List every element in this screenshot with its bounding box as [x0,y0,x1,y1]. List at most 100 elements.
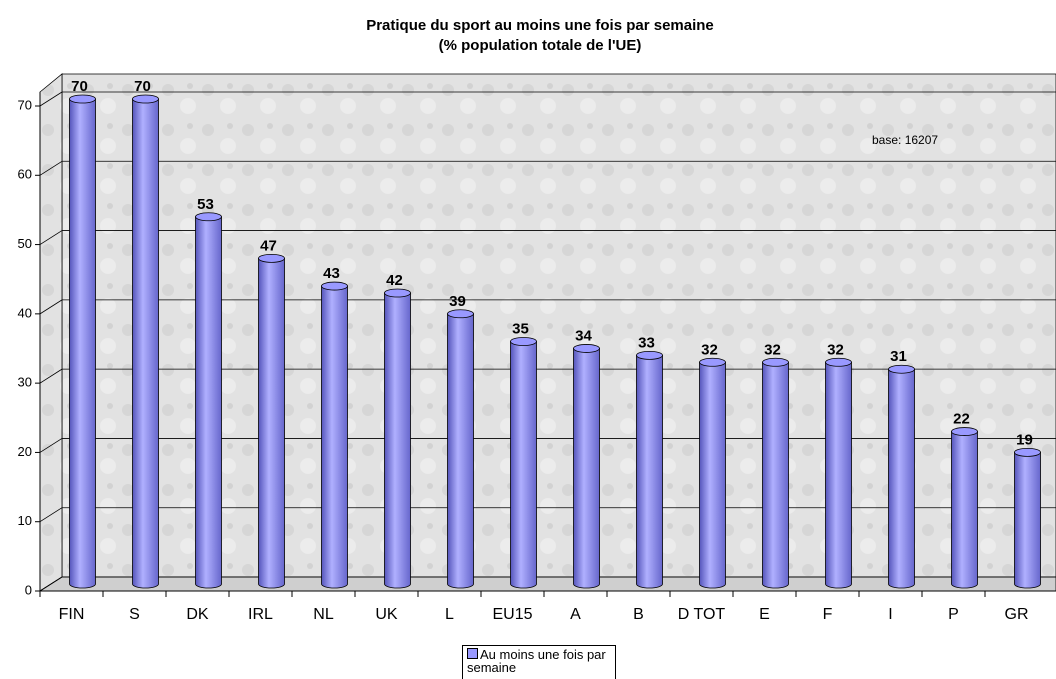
y-tick-label: 70 [18,97,32,112]
bar-body [510,341,537,589]
x-tick-label: GR [1005,606,1029,623]
bar-top [762,357,789,367]
bar-top [321,281,348,291]
bar-body [1014,451,1041,589]
legend-swatch [467,648,478,659]
bar-top [573,344,600,353]
bar [510,337,537,589]
data-label: 35 [512,320,529,337]
x-tick-label: B [633,606,644,623]
data-label: 42 [386,272,403,289]
y-tick-label: 30 [18,375,32,390]
x-tick-label: A [570,606,581,623]
bar-top [888,364,915,374]
data-label: 33 [638,334,655,351]
y-tick-label: 20 [18,444,32,459]
bar-top [258,253,285,263]
bar-body [195,216,222,589]
bar [132,94,159,589]
x-tick-label: D TOT [678,606,726,623]
bar [258,253,285,589]
data-label: 19 [1016,431,1033,448]
bar-body [384,292,411,589]
bar-body [573,348,600,589]
bar-top [699,357,726,367]
bar-body [825,361,852,589]
bar-body [699,361,726,589]
grid-line [39,91,63,107]
x-tick-label: UK [375,606,398,623]
bar-top [636,350,663,360]
y-tick-label: 10 [18,513,32,528]
bar-body [321,285,348,589]
data-label: 39 [449,293,466,310]
annotation: base: 16207 [872,133,938,147]
x-tick-label: F [823,606,833,623]
data-label: 22 [953,411,970,428]
bar [825,357,852,589]
grid-line [39,160,63,176]
bar [951,427,978,589]
x-tick-label: L [445,606,454,623]
bar [195,212,222,589]
bar [447,309,474,589]
bar [699,357,726,589]
grid-line [39,576,63,592]
bar-top [132,94,159,104]
x-tick-label: E [759,606,770,623]
bar [888,364,915,589]
bar-body [951,431,978,589]
data-label: 70 [134,78,151,95]
bar-top [447,309,474,319]
data-label: 70 [71,78,88,95]
x-tick-label: NL [313,606,334,623]
bar-body [258,257,285,589]
legend-label: Au moins une fois par semaine [467,647,606,675]
bar-top [825,357,852,367]
grid-line [39,507,63,523]
y-tick-label: 40 [18,305,32,320]
bar-top [195,212,222,222]
bar [321,281,348,589]
x-tick-label: P [948,606,959,623]
x-tick-label: DK [186,606,209,623]
y-tick-label: 50 [18,236,32,251]
data-label: 43 [323,265,340,282]
data-label: 32 [827,341,844,358]
chart-subtitle: (% population totale de l'UE) [439,37,642,54]
x-tick-label: I [888,606,892,623]
bar-body [636,354,663,589]
bar-top [384,288,411,298]
data-label: 47 [260,237,277,254]
bar-body [762,361,789,589]
side-wall [39,73,63,592]
bar [69,94,96,589]
bar-top [69,94,96,104]
bar-top [510,337,537,346]
bar [636,350,663,589]
bar-top [1014,447,1041,457]
bar [762,357,789,589]
grid-line [39,438,63,453]
grid-line [39,299,63,315]
data-label: 53 [197,196,214,213]
data-label: 32 [701,341,718,358]
bar [1014,447,1041,589]
bar-top [951,427,978,436]
chart-title: Pratique du sport au moins une fois par … [366,17,714,34]
y-tick-label: 60 [18,167,32,182]
legend: Au moins une fois par semaine [462,645,616,679]
bar [384,288,411,589]
bar-body [132,98,159,589]
data-label: 31 [890,348,907,365]
x-tick-label: FIN [59,606,85,623]
bar-body [69,98,96,589]
bar-body [447,313,474,589]
x-tick-label: S [129,606,140,623]
grid-line [39,230,63,245]
x-tick-label: EU15 [492,606,532,623]
y-tick-label: 0 [25,582,32,597]
bar-body [888,368,915,589]
